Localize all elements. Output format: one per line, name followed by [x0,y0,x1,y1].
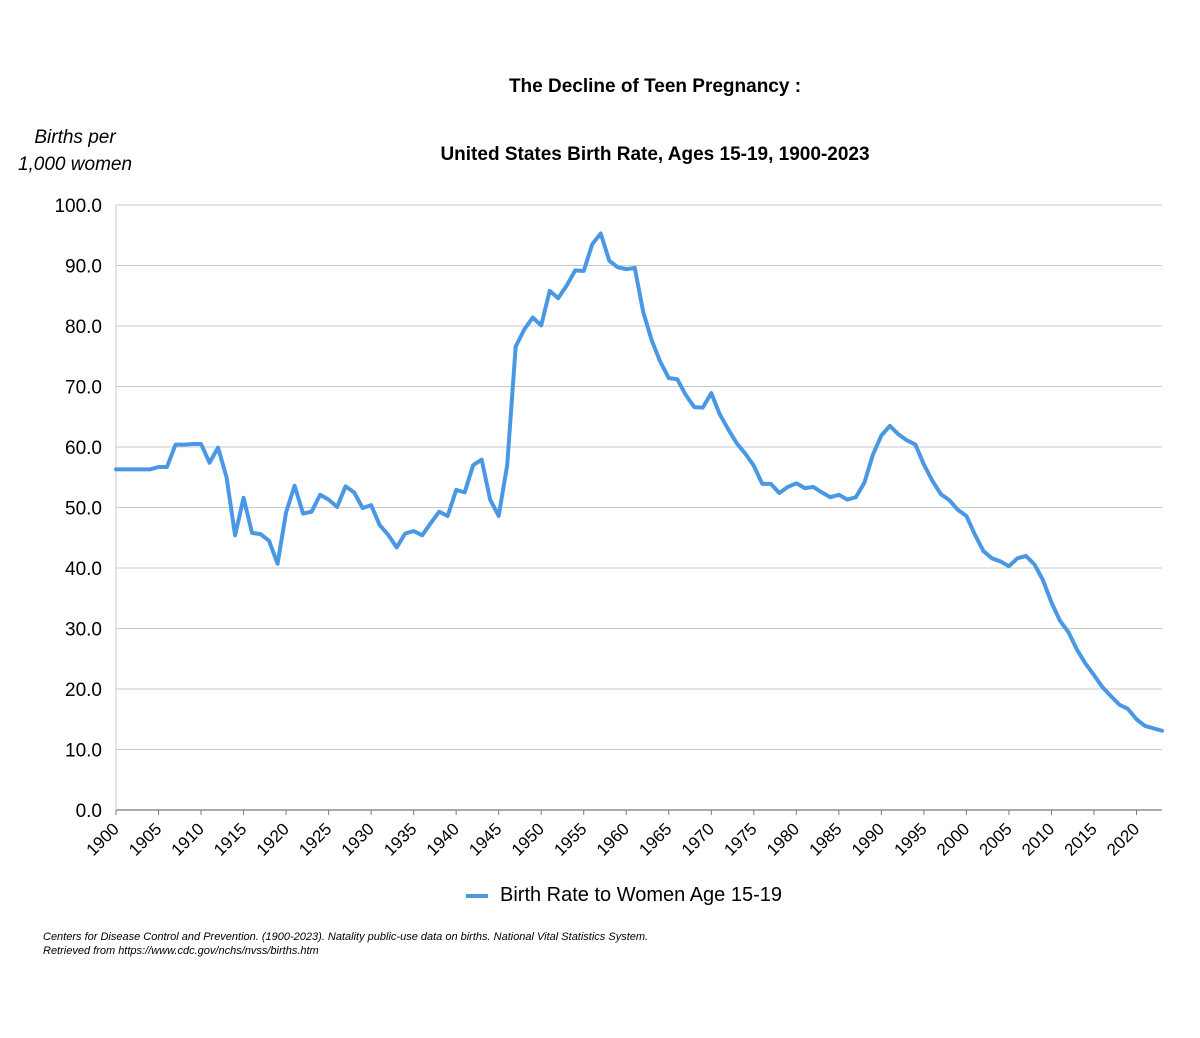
y-tick-label: 30.0 [65,620,102,641]
y-tick-label: 90.0 [65,257,102,278]
grid-lines [115,204,1162,811]
y-axis-label-line2: 1,000 women [17,154,133,175]
source-line-2: Retrieved from https://www.cdc.gov/nchs/… [43,945,319,957]
x-tick-label: 1995 [891,819,931,859]
x-tick-label: 1900 [83,819,123,859]
x-tick-label: 2020 [1103,819,1143,859]
x-tick-label: 1930 [338,819,378,859]
y-tick-label: 50.0 [65,499,102,520]
legend: Birth Rate to Women Age 15-19 [466,884,782,907]
legend-label: Birth Rate to Women Age 15-19 [500,884,783,906]
x-tick-label: 1910 [168,819,208,859]
y-axis-label-line1: Births per [34,127,116,148]
x-tick-label: 2010 [1018,819,1058,859]
legend-swatch [466,893,488,898]
x-tick-label: 1915 [210,819,250,859]
x-tick-label: 1980 [763,819,803,859]
x-tick-label: 1965 [635,819,675,859]
y-tick-label: 70.0 [65,378,102,399]
series-line-0 [114,231,1164,733]
y-axis-label: Births per 1,000 women [0,124,150,178]
y-tick-label: 10.0 [65,741,102,762]
x-tick-label: 1940 [423,819,463,859]
x-tick-label: 1950 [508,819,548,859]
y-tick-label: 40.0 [65,559,102,580]
series-group [114,231,1164,733]
y-tick-label: 20.0 [65,680,102,701]
chart-title: The Decline of Teen Pregnancy : [508,76,802,97]
x-tick-label: 1935 [380,819,420,859]
x-tick-label: 1990 [848,819,888,859]
y-tick-label: 0.0 [76,801,102,822]
x-tick-label: 2015 [1061,819,1101,859]
x-tick-label: 1960 [593,819,633,859]
source-note: Centers for Disease Control and Preventi… [43,930,648,958]
y-tick-label: 60.0 [65,438,102,459]
source-line-1: Centers for Disease Control and Preventi… [43,931,649,943]
chart-subtitle: United States Birth Rate, Ages 15-19, 19… [440,144,870,165]
y-tick-label: 100.0 [54,196,102,217]
x-tick-label: 1905 [125,819,165,859]
y-axis-ticks: 0.0 10.0 20.0 30.0 40.0 50.0 60.0 70.0 80.0 90.0 1… [54,196,102,822]
y-tick-label: 80.0 [65,317,102,338]
x-tick-label: 1985 [805,819,845,859]
x-axis-ticks: 1900 1905 1910 1915 1920 1925 1930 1935 1940 1945… [83,810,1143,860]
x-tick-label: 1975 [720,819,760,859]
x-tick-label: 1955 [550,819,590,859]
x-tick-label: 1925 [295,819,335,859]
x-tick-label: 1970 [678,819,718,859]
x-tick-label: 2000 [933,819,973,859]
x-tick-label: 1920 [253,819,293,859]
x-tick-label: 2005 [976,819,1016,859]
x-tick-label: 1945 [465,819,505,859]
